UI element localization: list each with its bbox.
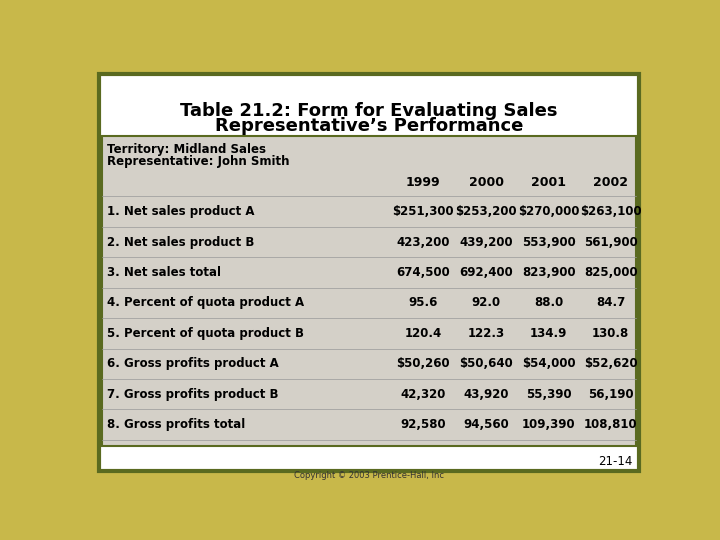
Text: $253,200: $253,200 bbox=[455, 205, 517, 218]
Text: 6. Gross profits product A: 6. Gross profits product A bbox=[107, 357, 279, 370]
Text: 43,920: 43,920 bbox=[463, 388, 509, 401]
Text: 8. Gross profits total: 8. Gross profits total bbox=[107, 418, 246, 431]
Text: 2001: 2001 bbox=[531, 176, 567, 189]
Text: 692,400: 692,400 bbox=[459, 266, 513, 279]
Text: 42,320: 42,320 bbox=[400, 388, 446, 401]
Text: $251,300: $251,300 bbox=[392, 205, 454, 218]
Text: 21-14: 21-14 bbox=[598, 455, 632, 468]
Text: $50,640: $50,640 bbox=[459, 357, 513, 370]
Text: 3. Net sales total: 3. Net sales total bbox=[107, 266, 221, 279]
Text: 130.8: 130.8 bbox=[592, 327, 629, 340]
Text: Representative: John Smith: Representative: John Smith bbox=[107, 155, 289, 168]
Text: 56,190: 56,190 bbox=[588, 388, 634, 401]
Text: Representative’s Performance: Representative’s Performance bbox=[215, 117, 523, 136]
Text: $263,100: $263,100 bbox=[580, 205, 642, 218]
Text: Copyright © 2003 Prentice-Hall, Inc: Copyright © 2003 Prentice-Hall, Inc bbox=[294, 471, 444, 481]
Text: $270,000: $270,000 bbox=[518, 205, 580, 218]
Text: 2002: 2002 bbox=[593, 176, 629, 189]
Text: $54,000: $54,000 bbox=[522, 357, 575, 370]
Text: 1999: 1999 bbox=[406, 176, 441, 189]
Text: 120.4: 120.4 bbox=[405, 327, 442, 340]
Text: 674,500: 674,500 bbox=[397, 266, 450, 279]
Text: 109,390: 109,390 bbox=[522, 418, 575, 431]
Text: 92.0: 92.0 bbox=[472, 296, 500, 309]
Text: 5. Percent of quota product B: 5. Percent of quota product B bbox=[107, 327, 304, 340]
FancyBboxPatch shape bbox=[99, 74, 639, 471]
Text: 84.7: 84.7 bbox=[596, 296, 626, 309]
Text: 95.6: 95.6 bbox=[408, 296, 438, 309]
Text: 4. Percent of quota product A: 4. Percent of quota product A bbox=[107, 296, 304, 309]
Text: 94,560: 94,560 bbox=[463, 418, 509, 431]
Text: 7. Gross profits product B: 7. Gross profits product B bbox=[107, 388, 279, 401]
Text: 1. Net sales product A: 1. Net sales product A bbox=[107, 205, 255, 218]
Text: 823,900: 823,900 bbox=[522, 266, 575, 279]
Text: 561,900: 561,900 bbox=[584, 235, 638, 248]
Text: $50,260: $50,260 bbox=[397, 357, 450, 370]
Text: 122.3: 122.3 bbox=[467, 327, 505, 340]
Text: 2. Net sales product B: 2. Net sales product B bbox=[107, 235, 254, 248]
Text: 2000: 2000 bbox=[469, 176, 503, 189]
Text: 92,580: 92,580 bbox=[400, 418, 446, 431]
Text: 825,000: 825,000 bbox=[584, 266, 638, 279]
Text: 423,200: 423,200 bbox=[397, 235, 450, 248]
Text: 108,810: 108,810 bbox=[584, 418, 638, 431]
Text: 439,200: 439,200 bbox=[459, 235, 513, 248]
Text: 55,390: 55,390 bbox=[526, 388, 572, 401]
Text: Table 21.2: Form for Evaluating Sales: Table 21.2: Form for Evaluating Sales bbox=[180, 102, 558, 120]
Text: 88.0: 88.0 bbox=[534, 296, 564, 309]
FancyBboxPatch shape bbox=[102, 137, 636, 446]
Text: 553,900: 553,900 bbox=[522, 235, 576, 248]
Text: $52,620: $52,620 bbox=[584, 357, 638, 370]
Text: 134.9: 134.9 bbox=[530, 327, 567, 340]
Text: Territory: Midland Sales: Territory: Midland Sales bbox=[107, 143, 266, 156]
